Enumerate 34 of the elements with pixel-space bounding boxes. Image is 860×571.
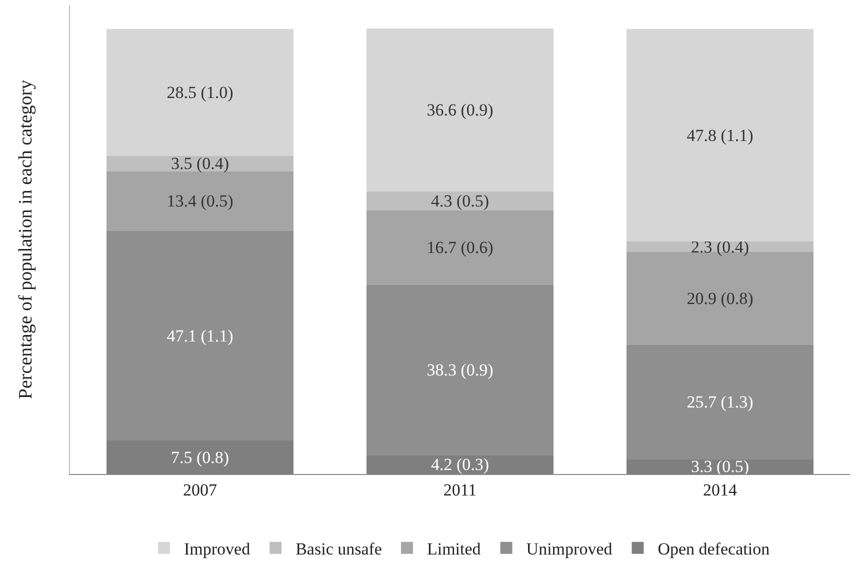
data-label: 4.2 (0.3) <box>430 455 490 474</box>
data-label: 13.4 (0.5) <box>166 192 234 211</box>
bar <box>366 284 554 456</box>
data-label: 2.3 (0.4) <box>690 237 750 256</box>
bar <box>106 28 294 156</box>
bar <box>366 28 554 192</box>
data-label: 3.3 (0.5) <box>690 457 750 476</box>
bar <box>626 344 814 460</box>
data-label: 28.5 (1.0) <box>166 82 234 102</box>
data-label: 25.7 (1.3) <box>686 392 754 412</box>
data-label: 38.3 (0.9) <box>426 360 494 380</box>
data-label: 47.8 (1.1) <box>686 126 754 145</box>
x-tick-label: 2007 <box>183 480 218 500</box>
data-label: 7.5 (0.8) <box>170 448 230 467</box>
legend-label: Open defecation <box>658 539 770 558</box>
data-label: 16.7 (0.6) <box>426 238 494 258</box>
bar <box>106 230 294 441</box>
bar <box>106 156 294 172</box>
data-label: 47.1 (1.1) <box>166 326 234 346</box>
y-axis-title: Percentage of population in each category <box>16 79 36 400</box>
bar <box>106 171 294 231</box>
data-label: 4.3 (0.5) <box>430 191 490 210</box>
x-tick-label: 2014 <box>703 480 738 500</box>
data-label: 20.9 (0.8) <box>686 288 754 308</box>
bar <box>366 210 554 285</box>
bar <box>366 191 554 210</box>
data-label: 3.5 (0.4) <box>170 154 230 174</box>
bar <box>626 28 814 242</box>
x-tick-label: 2011 <box>443 480 477 500</box>
data-label: 36.6 (0.9) <box>426 100 494 120</box>
legend-label: Improved <box>184 539 251 558</box>
legend-label: Limited <box>426 539 482 558</box>
legend-label: Basic unsafe <box>296 539 382 558</box>
legend-label: Unimproved <box>526 539 613 558</box>
